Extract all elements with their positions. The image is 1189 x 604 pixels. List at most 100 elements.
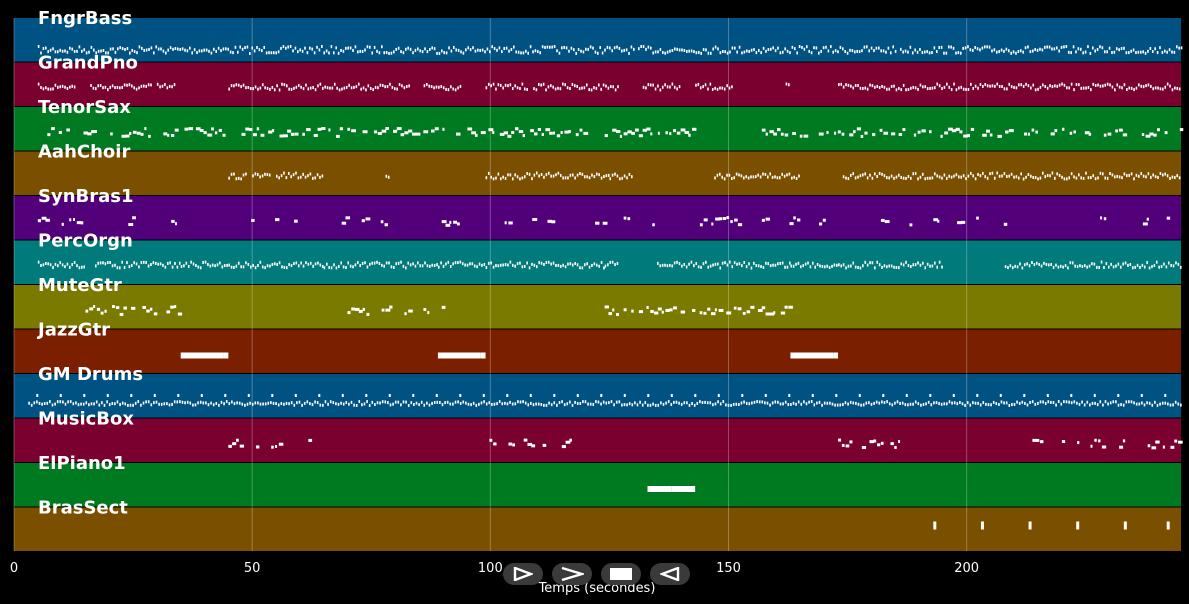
track-aahchoir[interactable]: AahChoir bbox=[14, 142, 1181, 196]
track-gm-drums[interactable]: GM Drums bbox=[14, 364, 1182, 418]
note bbox=[260, 133, 265, 137]
rewind-button[interactable] bbox=[650, 563, 690, 585]
note bbox=[1003, 401, 1005, 405]
note bbox=[846, 51, 849, 55]
note bbox=[128, 265, 131, 269]
note bbox=[1056, 172, 1059, 176]
note bbox=[888, 176, 891, 180]
note bbox=[694, 394, 697, 397]
note bbox=[1062, 127, 1065, 131]
note bbox=[784, 400, 787, 404]
note bbox=[223, 402, 225, 406]
note bbox=[1041, 48, 1044, 52]
track-mutegtr[interactable]: MuteGtr bbox=[14, 275, 1181, 329]
note bbox=[919, 175, 922, 179]
note bbox=[173, 83, 176, 87]
note bbox=[889, 51, 892, 55]
note bbox=[588, 176, 591, 180]
note bbox=[507, 134, 512, 138]
note bbox=[426, 82, 428, 86]
note bbox=[669, 49, 671, 53]
note bbox=[858, 394, 861, 397]
note bbox=[184, 401, 186, 405]
track-elpiano1[interactable]: ElPiano1 bbox=[14, 453, 1181, 507]
note bbox=[564, 265, 567, 269]
note bbox=[1013, 402, 1016, 406]
note bbox=[247, 263, 250, 267]
note bbox=[1123, 83, 1126, 87]
note bbox=[396, 127, 402, 131]
note bbox=[509, 173, 512, 177]
note bbox=[192, 262, 195, 266]
note bbox=[962, 174, 965, 178]
track-jazzgtr[interactable]: JazzGtr bbox=[14, 320, 1181, 374]
note bbox=[1143, 265, 1146, 269]
note bbox=[650, 309, 654, 313]
forward-button[interactable] bbox=[552, 563, 592, 585]
note bbox=[774, 49, 777, 53]
play-button[interactable] bbox=[503, 563, 543, 585]
track-percorgn[interactable]: PercOrgn bbox=[14, 231, 1182, 285]
note bbox=[520, 51, 522, 55]
note bbox=[119, 312, 124, 316]
note bbox=[579, 401, 582, 405]
note bbox=[774, 400, 777, 404]
track-grandpno[interactable]: GrandPno bbox=[14, 53, 1181, 107]
note bbox=[312, 264, 314, 268]
note bbox=[85, 401, 88, 405]
note bbox=[525, 49, 527, 53]
note bbox=[652, 51, 654, 55]
note bbox=[538, 174, 540, 178]
note bbox=[827, 49, 830, 53]
note bbox=[200, 394, 203, 397]
note bbox=[376, 49, 378, 53]
track-brassect[interactable]: BrasSect bbox=[14, 498, 1181, 552]
note bbox=[697, 82, 700, 86]
note bbox=[371, 261, 374, 265]
note bbox=[666, 85, 669, 89]
note bbox=[1070, 82, 1073, 86]
track-notes bbox=[28, 394, 1182, 407]
note bbox=[109, 85, 112, 89]
note bbox=[180, 265, 183, 269]
track-synbras1[interactable]: SynBras1 bbox=[14, 186, 1181, 240]
note bbox=[1155, 260, 1158, 264]
note bbox=[129, 403, 132, 407]
note bbox=[1111, 85, 1114, 89]
note bbox=[1082, 86, 1085, 90]
note bbox=[943, 173, 946, 177]
note bbox=[195, 264, 197, 268]
note bbox=[612, 308, 615, 312]
note bbox=[688, 49, 690, 53]
track-band bbox=[14, 418, 1181, 462]
stop-button[interactable] bbox=[601, 563, 641, 585]
note bbox=[1178, 440, 1183, 444]
note bbox=[657, 131, 660, 135]
note bbox=[1096, 403, 1099, 407]
note bbox=[759, 175, 762, 179]
note bbox=[1028, 264, 1031, 268]
note bbox=[323, 51, 326, 55]
note bbox=[266, 86, 269, 90]
note bbox=[701, 401, 704, 405]
note bbox=[1170, 263, 1172, 267]
note bbox=[354, 45, 357, 49]
note bbox=[76, 49, 78, 53]
note bbox=[600, 394, 603, 397]
note bbox=[693, 50, 695, 54]
note bbox=[228, 87, 230, 91]
track-fngrbass[interactable]: FngrBass bbox=[14, 8, 1183, 62]
note bbox=[1057, 265, 1060, 269]
note bbox=[295, 261, 298, 265]
note bbox=[765, 49, 767, 53]
note bbox=[341, 87, 343, 91]
note bbox=[457, 400, 459, 404]
note bbox=[771, 401, 774, 405]
track-musicbox[interactable]: MusicBox bbox=[14, 409, 1183, 463]
note bbox=[989, 133, 993, 137]
note bbox=[480, 131, 486, 135]
note bbox=[523, 438, 528, 442]
note bbox=[730, 220, 733, 224]
track-tenorsax[interactable]: TenorSax bbox=[14, 97, 1184, 151]
